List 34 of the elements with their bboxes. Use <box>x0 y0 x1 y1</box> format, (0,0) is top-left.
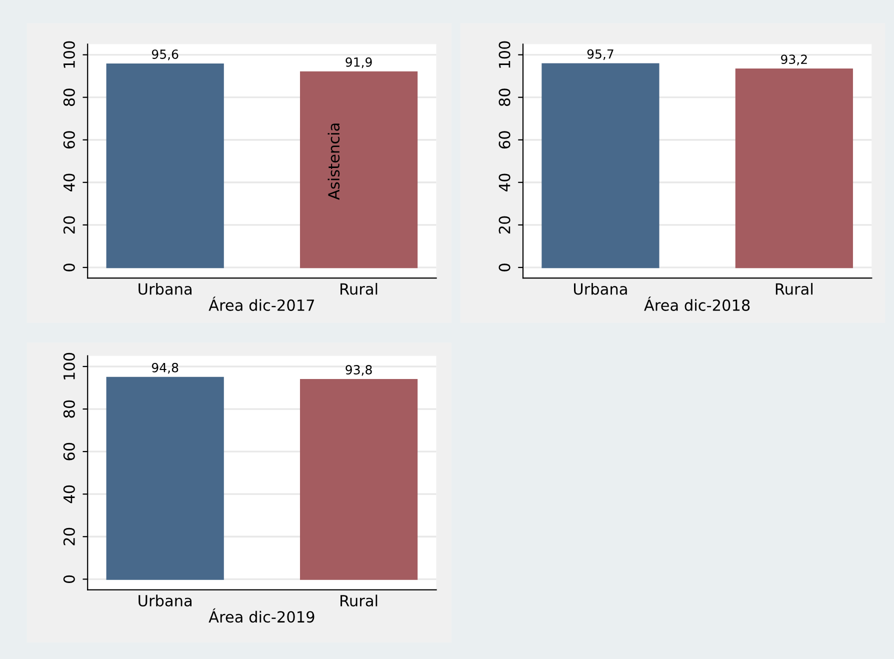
y-tick-label: 20 <box>63 216 75 234</box>
x-tick-label: Urbana <box>574 282 627 295</box>
y-tick-label: 20 <box>498 216 510 234</box>
y-tick-label: 0 <box>498 264 510 272</box>
x-axis-title: Área dic-2017 <box>208 296 314 311</box>
y-tick-label: 0 <box>63 264 75 272</box>
data-label: 93,2 <box>781 54 807 66</box>
y-tick-label: 0 <box>63 575 75 584</box>
x-tick-label: Rural <box>776 282 812 295</box>
y-tick-label: 60 <box>498 131 510 149</box>
y-tick-label: 60 <box>63 131 75 149</box>
data-label: 95,6 <box>152 49 178 60</box>
y-tick-label: 100 <box>498 41 510 68</box>
y-tick-label: 100 <box>63 352 75 380</box>
data-label: 94,8 <box>152 362 178 374</box>
annotation: Asistencia <box>328 124 340 200</box>
x-tick-label: Rural <box>340 282 378 295</box>
y-tick-label: 40 <box>63 174 75 192</box>
x-tick-label: Urbana <box>138 594 192 606</box>
y-tick-label: 40 <box>498 174 510 192</box>
x-tick-label: Rural <box>340 594 378 606</box>
y-tick-label: 80 <box>63 400 75 418</box>
y-tick-label: 100 <box>63 41 75 68</box>
y-tick-label: 80 <box>498 88 510 106</box>
data-label: 93,8 <box>346 365 372 376</box>
x-axis-title: Área dic-2019 <box>208 608 314 623</box>
data-label: 95,7 <box>587 49 614 60</box>
y-tick-label: 20 <box>63 528 75 546</box>
y-tick-label: 40 <box>63 485 75 504</box>
x-axis-title: Área dic-2018 <box>644 296 750 311</box>
data-label: 91,9 <box>346 57 372 68</box>
y-tick-label: 60 <box>63 442 75 460</box>
y-tick-label: 80 <box>63 88 75 106</box>
x-tick-label: Urbana <box>138 282 192 295</box>
